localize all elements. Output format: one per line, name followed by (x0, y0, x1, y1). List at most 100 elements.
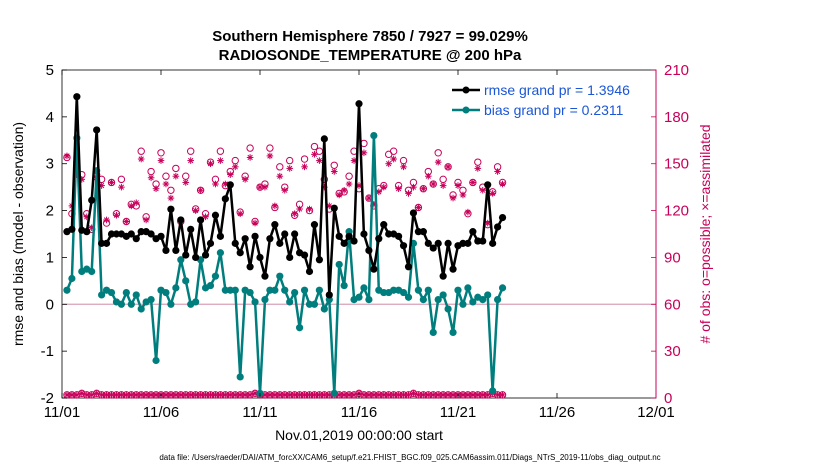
obs-assimilated-point (162, 180, 170, 188)
rmse-point (271, 221, 279, 229)
rmse-point (197, 216, 205, 224)
rmse-point (434, 239, 442, 247)
x-axis-label: Nov.01,2019 00:00:00 start (275, 427, 443, 443)
chart-legend: rmse grand pr = 1.3946 bias grand pr = 0… (448, 78, 651, 122)
obs-assimilated-low-point (68, 391, 76, 399)
y-axis-label-left: rmse and bias (model - observation) (10, 122, 26, 346)
bias-point (399, 288, 408, 297)
bias-point (365, 296, 373, 304)
rmse-point (127, 230, 135, 238)
bias-point (206, 281, 215, 290)
rmse-point (385, 230, 393, 238)
bias-point (172, 284, 180, 292)
rmse-point (489, 239, 497, 247)
rmse-point (494, 223, 502, 231)
bias-point (360, 284, 368, 292)
obs-assimilated-point (489, 190, 496, 197)
rmse-point (310, 221, 319, 229)
y-right-tick-label: 30 (664, 343, 681, 360)
obs-assimilated-low-point (63, 391, 71, 399)
rmse-point (360, 230, 368, 238)
bias-point (335, 260, 343, 269)
obs-assimilated-point (63, 152, 71, 160)
rmse-point (291, 230, 299, 238)
y-left-tick-label: 0 (46, 296, 54, 313)
bias-point (296, 324, 304, 332)
bias-point (261, 296, 269, 304)
rmse-point (459, 239, 467, 247)
bias-point (211, 272, 220, 280)
obs-assimilated-point (390, 155, 397, 163)
obs-assimilated-point (469, 179, 477, 186)
obs-assimilated-point (132, 199, 140, 207)
obs-assimilated-point (197, 186, 204, 194)
obs-assimilated-point (296, 205, 303, 213)
bias-point (494, 296, 502, 304)
rmse-point (221, 195, 229, 203)
obs-assimilated-point (281, 186, 289, 194)
bias-point (192, 298, 200, 306)
rmse-point (182, 251, 190, 259)
rmse-point (216, 232, 224, 240)
bias-point (226, 286, 234, 294)
obs-assimilated-point (311, 151, 318, 158)
bias-point (355, 293, 363, 301)
rmse-point (320, 135, 328, 143)
obs-assimilated-point (464, 208, 472, 216)
chart-title-line1: Southern Hemisphere 7850 / 7927 = 99.029… (212, 28, 528, 45)
bias-point (271, 286, 279, 294)
obs-assimilated-point (499, 180, 506, 188)
rmse-point (137, 228, 145, 236)
bias-point (459, 300, 467, 308)
bias-point (419, 296, 427, 304)
rmse-point (419, 228, 427, 236)
rmse-point (177, 216, 185, 224)
bias-point (286, 298, 294, 306)
y-right-tick-label: 120 (664, 203, 689, 220)
obs-assimilated-low-point (390, 391, 397, 399)
obs-assimilated-low-point (370, 391, 378, 399)
obs-possible-point (216, 147, 225, 155)
rmse-point (261, 272, 269, 280)
rmse-point (256, 253, 264, 262)
x-tick-label: 11/26 (539, 404, 575, 421)
y-left-tick-label: -1 (41, 343, 54, 360)
obs-possible-point (434, 149, 442, 157)
obs-possible-point (276, 163, 284, 171)
obs-assimilated-low-point (306, 391, 313, 399)
rmse-point (201, 251, 210, 259)
bias-point (390, 286, 398, 294)
rmse-point (241, 235, 249, 243)
obs-assimilated-point (128, 202, 135, 210)
obs-assimilated-low-point (499, 391, 506, 399)
bias-point (236, 373, 244, 381)
rmse-point (345, 232, 353, 240)
rmse-point (147, 230, 155, 238)
rmse-point (192, 253, 200, 262)
bias-point (469, 298, 477, 306)
bias-point (68, 274, 76, 283)
obs-assimilated-point (434, 158, 442, 166)
obs-assimilated-point (449, 194, 457, 202)
rmse-point (112, 230, 121, 238)
y-left-tick-label: -2 (41, 390, 54, 407)
obs-assimilated-point (241, 176, 249, 183)
bias-point (449, 328, 457, 336)
bias-point (162, 288, 170, 297)
obs-assimilated-point (340, 186, 348, 194)
bias-point (122, 288, 130, 297)
obs-assimilated-low-point (177, 391, 185, 399)
rmse-point (404, 263, 413, 271)
rmse-point (370, 265, 378, 273)
obs-assimilated-point (167, 194, 175, 202)
obs-assimilated-point (246, 154, 254, 161)
y-left-tick-label: 1 (46, 249, 54, 266)
bias-point (147, 296, 155, 304)
obs-assimilated-point (207, 160, 214, 168)
y-right-tick-label: 60 (664, 296, 681, 313)
bias-point (330, 389, 338, 397)
y-right-tick-label: 150 (664, 156, 689, 173)
rmse-point (172, 246, 180, 254)
bias-point (444, 305, 452, 313)
rmse-point (335, 232, 343, 240)
